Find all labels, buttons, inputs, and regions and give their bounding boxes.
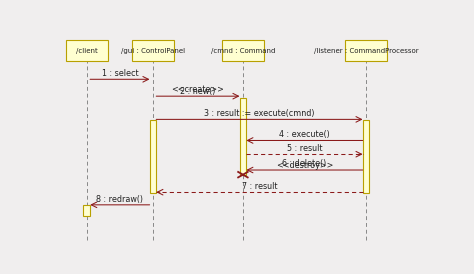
Text: /listener : CommandProcessor: /listener : CommandProcessor: [314, 48, 418, 54]
Bar: [132, 40, 174, 61]
Text: /cmnd : Command: /cmnd : Command: [211, 48, 275, 54]
Text: 5 : result: 5 : result: [287, 144, 322, 153]
Text: <<create>>: <<create>>: [172, 85, 224, 94]
Bar: [240, 98, 246, 175]
Text: 1 : select: 1 : select: [101, 69, 138, 78]
Text: 2 : new(): 2 : new(): [180, 87, 216, 96]
Text: 3 : result := execute(cmnd): 3 : result := execute(cmnd): [204, 109, 315, 118]
Bar: [150, 121, 156, 193]
Bar: [222, 40, 264, 61]
Bar: [83, 206, 90, 216]
Bar: [66, 40, 108, 61]
Bar: [363, 121, 369, 193]
Text: 6 : delete(): 6 : delete(): [283, 159, 327, 168]
Text: /gui : ControlPanel: /gui : ControlPanel: [121, 48, 185, 54]
Text: 8 : redraw(): 8 : redraw(): [96, 195, 143, 204]
Text: 7 : result: 7 : result: [242, 182, 277, 191]
Text: <<destroy>>: <<destroy>>: [276, 161, 333, 170]
Bar: [345, 40, 387, 61]
Text: /client: /client: [76, 48, 98, 54]
Text: 4 : execute(): 4 : execute(): [279, 130, 330, 139]
